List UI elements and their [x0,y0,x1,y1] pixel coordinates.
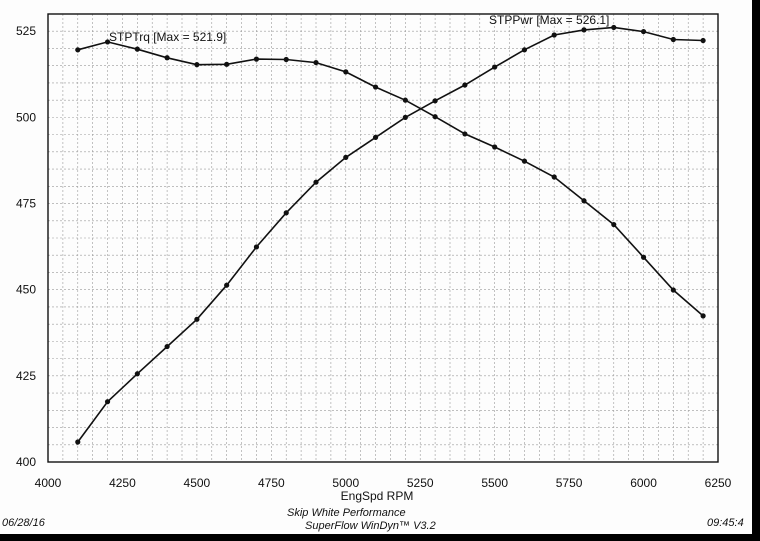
y-tick-label: 525 [16,24,36,38]
dyno-chart: 400 425 450 475 500 525 4000 4250 4500 4750 5000 5… [16,13,732,503]
x-tick-label: 4250 [109,476,136,490]
data-point [134,46,140,52]
data-point [104,39,111,45]
data-point [551,32,557,38]
data-point [670,287,676,293]
data-point [700,37,706,44]
data-point [313,179,319,185]
x-tick-label: 5250 [407,476,434,490]
data-point [611,221,617,228]
data-point [372,84,379,90]
data-point [670,36,676,43]
series-labels: STPTrq [Max = 521.9] STPPwr [Max = 526.1] [109,13,609,44]
data-point [164,55,170,61]
y-tick-labels: 400 425 450 475 500 525 [16,24,36,469]
dyno-sheet: 400 425 450 475 500 525 4000 4250 4500 4750 5000 5… [0,0,752,534]
series-line-stppwr [77,26,704,443]
data-point [194,62,200,68]
x-tick-label: 5750 [556,476,583,490]
y-tick-label: 400 [16,455,36,469]
x-tick-label: 6000 [630,476,657,490]
y-tick-label: 475 [16,197,36,211]
data-point [75,47,81,53]
x-tick-label: 5500 [481,476,508,490]
data-point [462,131,468,137]
footer-company: Skip White Performance [287,507,406,519]
data-point [640,254,647,260]
data-point [581,27,587,33]
x-tick-label: 4500 [184,476,211,490]
data-point [551,174,557,180]
data-point [134,371,140,377]
data-point [253,56,260,62]
plot-frame [47,13,719,463]
data-point [224,282,230,288]
data-point [253,244,260,250]
data-point [372,134,379,140]
data-point [104,399,111,405]
data-point [521,158,528,164]
data-point [432,98,438,104]
series-layer [75,24,706,445]
x-tick-label: 4750 [258,476,285,490]
data-point [75,439,81,445]
data-point [611,24,617,31]
data-point [492,64,498,70]
grid [48,14,718,462]
series-line-stptrq [77,41,704,317]
footer-date: 06/28/16 [2,517,45,529]
y-tick-label: 425 [16,369,36,383]
y-tick-label: 500 [16,110,36,124]
x-tick-label: 4000 [35,476,62,490]
data-point [581,198,587,204]
x-tick-label: 6250 [705,476,732,490]
series-label-stppwr: STPPwr [Max = 526.1] [489,13,609,27]
data-point [343,154,349,160]
x-tick-label: 5000 [332,476,359,490]
data-point [402,114,408,120]
data-point [283,210,289,216]
footer-software: SuperFlow WinDyn™ V3.2 [305,520,436,532]
y-tick-label: 450 [16,283,36,297]
data-point [521,47,528,53]
data-point [402,97,408,103]
data-point [492,144,498,150]
data-point [164,343,170,350]
data-point [224,61,230,67]
data-point [640,28,647,35]
x-axis-label: EngSpd RPM [341,489,414,503]
data-point [283,56,289,63]
x-tick-labels: 4000 4250 4500 4750 5000 5250 5500 5750 6000 6250 [35,476,732,490]
data-point [343,69,349,75]
data-point [700,313,706,319]
data-point [462,82,468,88]
data-point [432,114,438,120]
series-label-stptrq: STPTrq [Max = 521.9] [109,30,226,44]
data-point [313,59,319,66]
footer-time: 09:45:4 [707,517,744,529]
data-point [194,316,200,322]
